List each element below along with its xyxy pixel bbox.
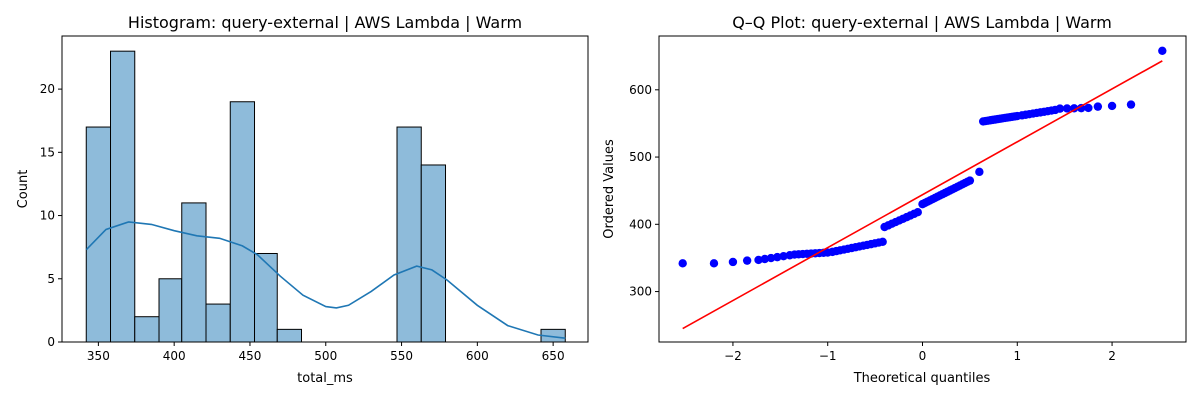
qq-point	[773, 252, 782, 262]
histogram-x-label: total_ms	[297, 371, 353, 386]
qq-point	[1062, 104, 1072, 113]
qq-point	[975, 167, 984, 177]
qq-point	[1126, 100, 1136, 109]
qq-x-tick-label: 1	[1013, 349, 1021, 363]
qq-point	[760, 254, 769, 264]
histogram-title: Histogram: query-external | AWS Lambda |…	[128, 13, 522, 32]
histogram-panel: Histogram: query-external | AWS Lambda |…	[16, 13, 589, 386]
qq-point	[1107, 101, 1117, 111]
histogram-y-tick-label: 0	[47, 335, 55, 349]
histogram-x-tick-label: 650	[542, 349, 565, 363]
histogram-bars	[85, 50, 566, 343]
histogram-bar	[420, 164, 447, 343]
qq-point	[913, 208, 922, 217]
qq-x-tick-label: 2	[1108, 349, 1116, 363]
histogram-x-tick-label: 500	[314, 349, 337, 363]
histogram-y-tick-label: 20	[40, 82, 55, 96]
histogram-x-tick-label: 600	[466, 349, 489, 363]
histogram-x-tick-label: 350	[87, 349, 110, 363]
histogram-bar	[396, 126, 422, 343]
qq-points	[678, 46, 1167, 268]
qq-point	[766, 253, 776, 263]
qq-point	[878, 237, 887, 246]
histogram-bar	[158, 278, 183, 343]
qq-point	[709, 259, 719, 268]
qq-point	[779, 251, 788, 261]
qq-point	[1084, 103, 1093, 113]
histogram-bar	[254, 252, 278, 343]
histogram-bar	[276, 328, 303, 343]
histogram-y-tick-label: 5	[47, 272, 55, 286]
histogram-bar	[205, 303, 231, 343]
histogram-axes-frame	[61, 35, 589, 343]
histogram-bar	[229, 101, 256, 343]
histogram-x-tick-label: 550	[390, 349, 413, 363]
qq-point	[1093, 102, 1103, 111]
qq-y-ticks: 300 400 500 600	[629, 83, 659, 299]
qq-y-label: Ordered Values	[602, 139, 617, 239]
histogram-bar	[181, 202, 207, 343]
qq-y-tick-label: 600	[629, 83, 652, 97]
qq-point	[754, 255, 763, 265]
qq-x-tick-label: −2	[724, 349, 742, 363]
qq-point	[1077, 103, 1086, 113]
histogram-bar	[85, 126, 112, 343]
qq-plot-title: Q–Q Plot: query-external | AWS Lambda | …	[732, 13, 1112, 32]
qq-x-tick-label: −1	[819, 349, 837, 363]
qq-point	[1055, 104, 1065, 113]
histogram-bar	[134, 316, 160, 343]
histogram-bar	[110, 50, 136, 343]
qq-fit-line	[682, 60, 1163, 330]
qq-x-tick-label: 0	[919, 349, 927, 363]
histogram-y-ticks: 0 5 10 15 20	[40, 82, 62, 349]
qq-x-label: Theoretical quantiles	[853, 371, 991, 386]
qq-point	[1158, 46, 1167, 55]
qq-x-ticks: −2 −1 0 1 2	[724, 342, 1116, 363]
histogram-x-tick-label: 400	[163, 349, 186, 363]
qq-axes-frame	[658, 35, 1187, 343]
histogram-kde-line	[85, 221, 566, 339]
histogram-y-label: Count	[16, 170, 31, 209]
qq-y-tick-label: 300	[629, 285, 652, 299]
qq-point	[742, 256, 752, 265]
qq-point	[728, 257, 738, 267]
qq-point	[965, 176, 975, 185]
qq-y-tick-label: 500	[629, 150, 652, 164]
qq-plot-panel: Q–Q Plot: query-external | AWS Lambda | …	[602, 13, 1187, 386]
histogram-x-tick-label: 450	[239, 349, 262, 363]
histogram-y-tick-label: 15	[40, 145, 55, 159]
qq-y-tick-label: 400	[629, 217, 652, 231]
histogram-y-tick-label: 10	[40, 209, 55, 223]
histogram-x-ticks: 350 400 450 500 550 600 650	[87, 342, 565, 363]
qq-point	[678, 259, 687, 268]
